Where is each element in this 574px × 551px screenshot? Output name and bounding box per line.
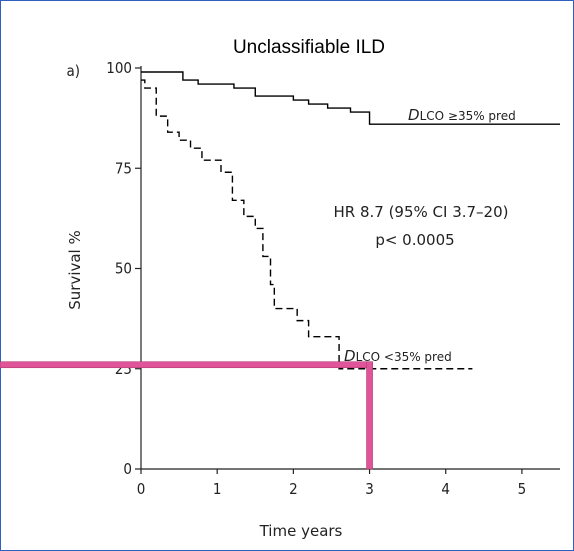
- chart-title: Unclassifiable ILD: [233, 37, 385, 58]
- y-axis-label: Survival %: [66, 230, 84, 310]
- x-tick-label: 3: [365, 480, 374, 498]
- p-value-text: p< 0.0005: [375, 231, 454, 249]
- series-label-low-italic: D: [344, 347, 356, 365]
- axes: [140, 66, 560, 470]
- series-label-high: DLCO ≥35% pred: [408, 106, 516, 124]
- hazard-ratio-text: HR 8.7 (95% CI 3.7–20): [333, 203, 508, 221]
- x-tick-label: 1: [213, 480, 222, 498]
- series-label-high-rest: LCO ≥35% pred: [420, 109, 516, 123]
- overlay-vertical-bar: [366, 361, 373, 470]
- y-tick-label: 75: [115, 159, 132, 177]
- x-axis-label: Time years: [259, 522, 343, 540]
- x-tick-label: 4: [441, 480, 450, 498]
- survival-curve-low: [141, 79, 473, 370]
- x-tick-label: 5: [518, 480, 527, 498]
- panel-label: a): [66, 62, 80, 80]
- survival-curve-high: [141, 71, 560, 125]
- x-tick-label: 2: [289, 480, 298, 498]
- series-label-low-rest: LCO <35% pred: [356, 350, 452, 364]
- series-label-low: DLCO <35% pred: [344, 347, 452, 365]
- y-tick-label: 0: [123, 460, 132, 478]
- series-label-high-italic: D: [408, 106, 420, 124]
- series-layer: [141, 71, 560, 370]
- pink-overlay-lines: [0, 361, 373, 470]
- x-tick-label: 0: [137, 480, 146, 498]
- y-tick-label: 100: [106, 59, 132, 77]
- y-tick-label: 50: [115, 260, 132, 278]
- overlay-horizontal-bar: [0, 361, 373, 369]
